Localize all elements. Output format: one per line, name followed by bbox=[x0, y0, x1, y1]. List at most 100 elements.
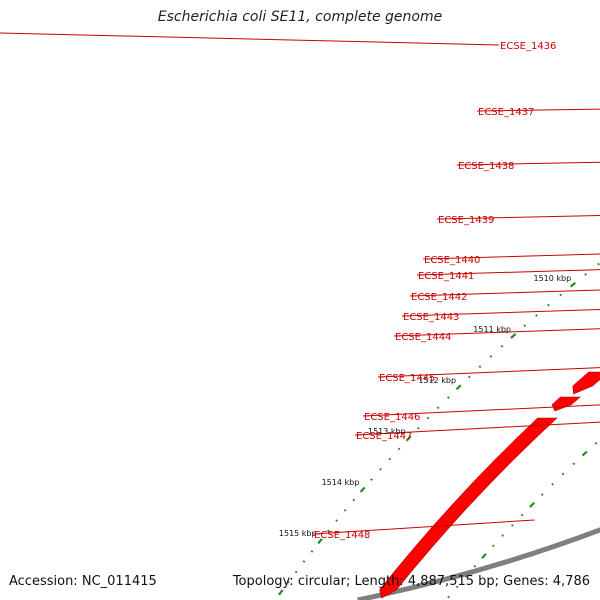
outer-major-tick bbox=[510, 333, 517, 339]
kbp-label: 1515 kbp bbox=[279, 529, 317, 538]
gene-label-ecse_1443: ECSE_1443 bbox=[403, 312, 459, 323]
gene-label-ecse_1436: ECSE_1436 bbox=[500, 41, 556, 52]
outer-minor-tick bbox=[397, 447, 401, 451]
gene-label-ecse_1438: ECSE_1438 bbox=[458, 161, 514, 172]
outer-minor-tick bbox=[335, 519, 338, 522]
outer-minor-tick bbox=[523, 324, 527, 328]
outer-minor-tick bbox=[310, 550, 314, 553]
leader-line bbox=[393, 328, 600, 337]
outer-minor-tick bbox=[294, 570, 298, 574]
gene-label-ecse_1448: ECSE_1448 bbox=[314, 530, 370, 541]
inner-major-tick bbox=[529, 501, 535, 508]
gene-label-ecse_1445: ECSE_1445 bbox=[379, 373, 435, 384]
outer-tick-track bbox=[278, 262, 600, 596]
genome-title: Escherichia coli SE11, complete genome bbox=[157, 9, 443, 25]
gene-label-ecse_1442: ECSE_1442 bbox=[411, 292, 467, 303]
leader-line bbox=[409, 289, 600, 297]
inner-minor-tick bbox=[501, 534, 505, 537]
inner-minor-tick bbox=[455, 585, 459, 589]
inner-minor-tick bbox=[572, 462, 576, 466]
gene-arrow-ecse_1448 bbox=[379, 417, 558, 599]
inner-minor-tick bbox=[594, 441, 598, 445]
topology-label: Topology: bbox=[232, 574, 294, 589]
inner-minor-tick bbox=[491, 544, 495, 548]
outer-minor-tick bbox=[426, 416, 430, 420]
leader-line bbox=[0, 32, 500, 46]
genome-stats: Topology: circular; Length: 4,887,515 bp… bbox=[232, 574, 590, 589]
outer-minor-tick bbox=[343, 508, 347, 512]
leader-line bbox=[436, 215, 600, 220]
kbp-label: 1512 kbp bbox=[418, 376, 456, 385]
inner-major-tick bbox=[481, 553, 487, 560]
inner-minor-tick bbox=[520, 513, 524, 517]
outer-major-tick bbox=[569, 281, 577, 288]
accession-info: Accession: NC_011415 bbox=[9, 574, 157, 589]
gene-arrow-ecse_1446 bbox=[572, 371, 600, 395]
gene-label-ecse_1439: ECSE_1439 bbox=[438, 215, 494, 226]
outer-minor-tick bbox=[489, 355, 493, 358]
backbone-arc bbox=[357, 527, 600, 600]
gene-arrow-ecse_1447 bbox=[551, 396, 581, 412]
outer-major-tick bbox=[278, 589, 284, 596]
outer-minor-tick bbox=[447, 396, 450, 399]
leader-line bbox=[312, 519, 535, 535]
inner-minor-tick bbox=[561, 472, 565, 476]
gene-label-ecse_1447: ECSE_1447 bbox=[356, 431, 412, 442]
outer-minor-tick bbox=[388, 457, 392, 461]
genome-backbone bbox=[357, 527, 600, 600]
outer-minor-tick bbox=[370, 478, 373, 481]
accession-label: Accession: bbox=[9, 574, 78, 589]
outer-minor-tick bbox=[547, 303, 550, 307]
outer-minor-tick bbox=[416, 426, 420, 430]
outer-minor-tick bbox=[436, 406, 440, 410]
kbp-label: 1510 kbp bbox=[533, 274, 571, 283]
outer-minor-tick bbox=[352, 498, 356, 502]
outer-major-tick bbox=[405, 435, 412, 442]
outer-minor-tick bbox=[597, 262, 600, 266]
leader-line bbox=[456, 161, 600, 166]
gene-label-leaders bbox=[0, 32, 600, 535]
topology-value: circular bbox=[297, 574, 346, 589]
inner-minor-tick bbox=[473, 565, 477, 568]
gene-labels: ECSE_1436 ECSE_1437 ECSE_1438 ECSE_1439 ECSE… bbox=[314, 41, 556, 541]
outer-minor-tick bbox=[326, 529, 330, 533]
leader-line bbox=[362, 404, 600, 417]
outer-minor-tick bbox=[535, 314, 538, 317]
outer-major-tick bbox=[359, 486, 366, 493]
outer-minor-tick bbox=[584, 273, 587, 276]
gene-label-ecse_1444: ECSE_1444 bbox=[395, 332, 451, 343]
leader-line bbox=[401, 308, 600, 317]
outer-minor-tick bbox=[559, 293, 562, 297]
gene-label-ecse_1446: ECSE_1446 bbox=[364, 412, 420, 423]
gene-label-ecse_1440: ECSE_1440 bbox=[424, 255, 480, 266]
outer-minor-tick bbox=[302, 560, 306, 563]
leader-line bbox=[377, 367, 600, 378]
outer-minor-tick bbox=[500, 344, 504, 348]
outer-minor-tick bbox=[287, 580, 290, 584]
inner-minor-tick bbox=[510, 524, 514, 527]
leader-line bbox=[416, 269, 600, 276]
inner-major-tick bbox=[581, 450, 588, 457]
outer-minor-tick bbox=[467, 375, 471, 379]
kbp-label: 1511 kbp bbox=[473, 325, 511, 334]
leader-line bbox=[422, 253, 600, 260]
gene-track bbox=[379, 371, 600, 599]
outer-major-tick bbox=[455, 384, 462, 391]
gene-label-ecse_1437: ECSE_1437 bbox=[478, 107, 534, 118]
kbp-label: 1513 kbp bbox=[368, 427, 406, 436]
inner-minor-tick bbox=[447, 595, 450, 599]
inner-minor-tick bbox=[551, 482, 554, 486]
genes-value: 4,786 bbox=[552, 574, 590, 589]
outer-minor-tick bbox=[379, 467, 382, 471]
outer-major-tick bbox=[317, 538, 323, 545]
length-value: 4,887,515 bp bbox=[407, 574, 495, 589]
leader-line bbox=[354, 421, 600, 436]
genes-label: Genes: bbox=[503, 574, 549, 589]
length-label: Length: bbox=[354, 574, 404, 589]
kbp-label: 1514 kbp bbox=[322, 478, 360, 487]
kbp-ruler: 1506 kbp1507 kbp1508 kbp1509 kbp1510 kbp… bbox=[279, 223, 600, 538]
outer-minor-tick bbox=[478, 365, 482, 369]
gene-label-ecse_1441: ECSE_1441 bbox=[418, 271, 474, 282]
